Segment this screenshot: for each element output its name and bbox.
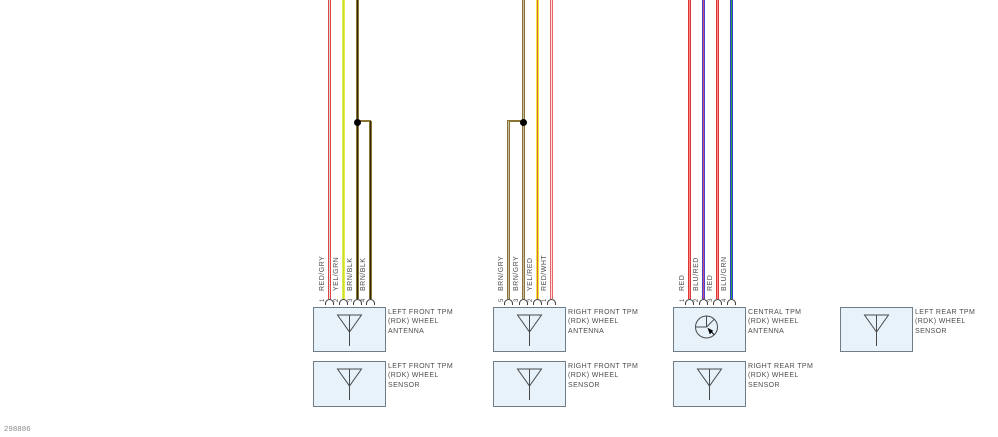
antenna-symbol-icon [516,314,543,346]
wire-blu-red [701,0,705,299]
antenna-symbol-icon [863,314,890,346]
component-label-line: LEFT FRONT TPM [388,309,454,316]
wire-yel-grn [341,0,345,299]
wire-color-label: RED/WHT [541,254,548,291]
connector-pin-arc [684,299,694,305]
pin-number: 1 [542,298,548,302]
component-label-line: SENSOR [915,327,947,335]
component-label-line: (RDK) WHEEL [388,372,439,380]
junction-dot [353,118,361,126]
wire-red [687,0,691,299]
wire-color-label: BRN/GRY [498,255,505,291]
connector-pin-arc [698,299,708,305]
connector-pin-arc [532,299,542,305]
component-label: RIGHT FRONT TPM (RDK) WHEEL ANTENNA [568,308,638,336]
component-label: LEFT FRONT TPM (RDK) WHEEL ANTENNA [388,308,453,336]
component-label: RIGHT FRONT TPM (RDK) WHEEL SENSOR [568,362,638,390]
pin-number: 5 [499,298,505,302]
wire-color-label: YEL/RED [527,257,534,291]
component-label-line: (RDK) WHEEL [568,372,619,380]
component-label-line: SENSOR [748,381,780,389]
pin-number: 2 [334,298,340,302]
component-label: CENTRAL TPM (RDK) WHEEL ANTENNA [748,308,801,336]
pin-number: 1 [320,298,326,302]
wire-color-label: RED [679,274,686,291]
component-label-line: LEFT FRONT TPM [388,363,454,370]
wire-blu-grn [729,0,733,299]
wire-color-label: BLU/GRN [721,256,728,291]
component-label-line: ANTENNA [388,327,425,335]
component-label-line: SENSOR [568,381,600,389]
connector-pin-arc [324,299,334,305]
component-label-line: RIGHT REAR TPM [748,363,814,370]
wire-red-gry [327,0,331,299]
connector-pin-arc [712,299,722,305]
pin-number: 3 [708,298,714,302]
wire-brn-gry [506,121,510,299]
antenna-symbol-icon [516,368,543,400]
branch-wire-segment [507,120,524,122]
pin-number: 4 [361,298,367,302]
wire-color-label: BRN/BLK [347,257,354,291]
antenna-symbol-icon [336,314,363,346]
connector-pin-arc [338,299,348,305]
pin-number: 3 [514,298,520,302]
wire-color-label: RED/GRY [319,255,326,291]
wire-color-label: YEL/GRN [333,256,340,291]
wire-yel-red [535,0,539,299]
component-label-line: (RDK) WHEEL [748,318,799,326]
component-label-line: ANTENNA [748,327,785,335]
wire-color-label: BRN/BLK [360,257,367,291]
wire-brn-blk [368,121,372,299]
component-label-line: (RDK) WHEEL [748,372,799,380]
component-label: LEFT FRONT TPM (RDK) WHEEL SENSOR [388,362,453,390]
wire-red-wht [549,0,553,299]
pin-number: 2 [694,298,700,302]
connector-pin-arc [365,299,375,305]
branch-wire-segment [356,120,371,122]
connector-pin-arc [518,299,528,305]
junction-dot [519,118,527,126]
component-label: LEFT REAR TPM (RDK) WHEEL SENSOR [915,308,975,336]
wire-brn-gry [521,0,525,299]
component-label-line: SENSOR [388,381,420,389]
connector-pin-arc [726,299,736,305]
component-label-line: ANTENNA [568,327,605,335]
wire-red [715,0,719,299]
antenna-symbol-icon [336,368,363,400]
component-label-line: RIGHT FRONT TPM [568,363,639,370]
component-label: RIGHT REAR TPM (RDK) WHEEL SENSOR [748,362,813,390]
central-antenna-symbol-icon [695,315,718,339]
component-label-line: (RDK) WHEEL [915,318,966,326]
connector-pin-arc [352,299,362,305]
connector-pin-arc [546,299,556,305]
antenna-symbol-icon [696,368,723,400]
pin-number: 3 [348,298,354,302]
connector-pin-arc [503,299,513,305]
component-label-line: (RDK) WHEEL [388,318,439,326]
wire-color-label: BLU/RED [693,257,700,291]
wire-color-label: RED [707,274,714,291]
pin-number: 2 [528,298,534,302]
component-label-line: RIGHT FRONT TPM [568,309,639,316]
component-label-line: LEFT REAR TPM [915,309,976,316]
pin-number: 1 [680,298,686,302]
wire-brn-blk [355,0,359,299]
component-label-line: (RDK) WHEEL [568,318,619,326]
document-number: 298886 [4,424,31,433]
wire-color-label: BRN/GRY [513,255,520,291]
component-label-line: CENTRAL TPM [748,309,802,316]
pin-number: 4 [722,298,728,302]
